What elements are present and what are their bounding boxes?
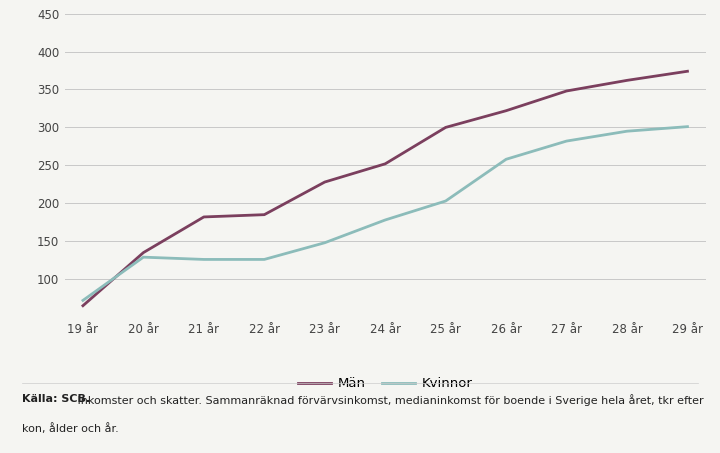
Legend: Män, Kvinnor: Män, Kvinnor xyxy=(293,372,477,395)
Text: Källa: SCB.: Källa: SCB. xyxy=(22,394,90,404)
Text: kon, ålder och år.: kon, ålder och år. xyxy=(22,424,118,434)
Text: Inkomster och skatter. Sammanräknad förvärvsinkomst, medianinkomst för boende i : Inkomster och skatter. Sammanräknad förv… xyxy=(74,394,703,406)
